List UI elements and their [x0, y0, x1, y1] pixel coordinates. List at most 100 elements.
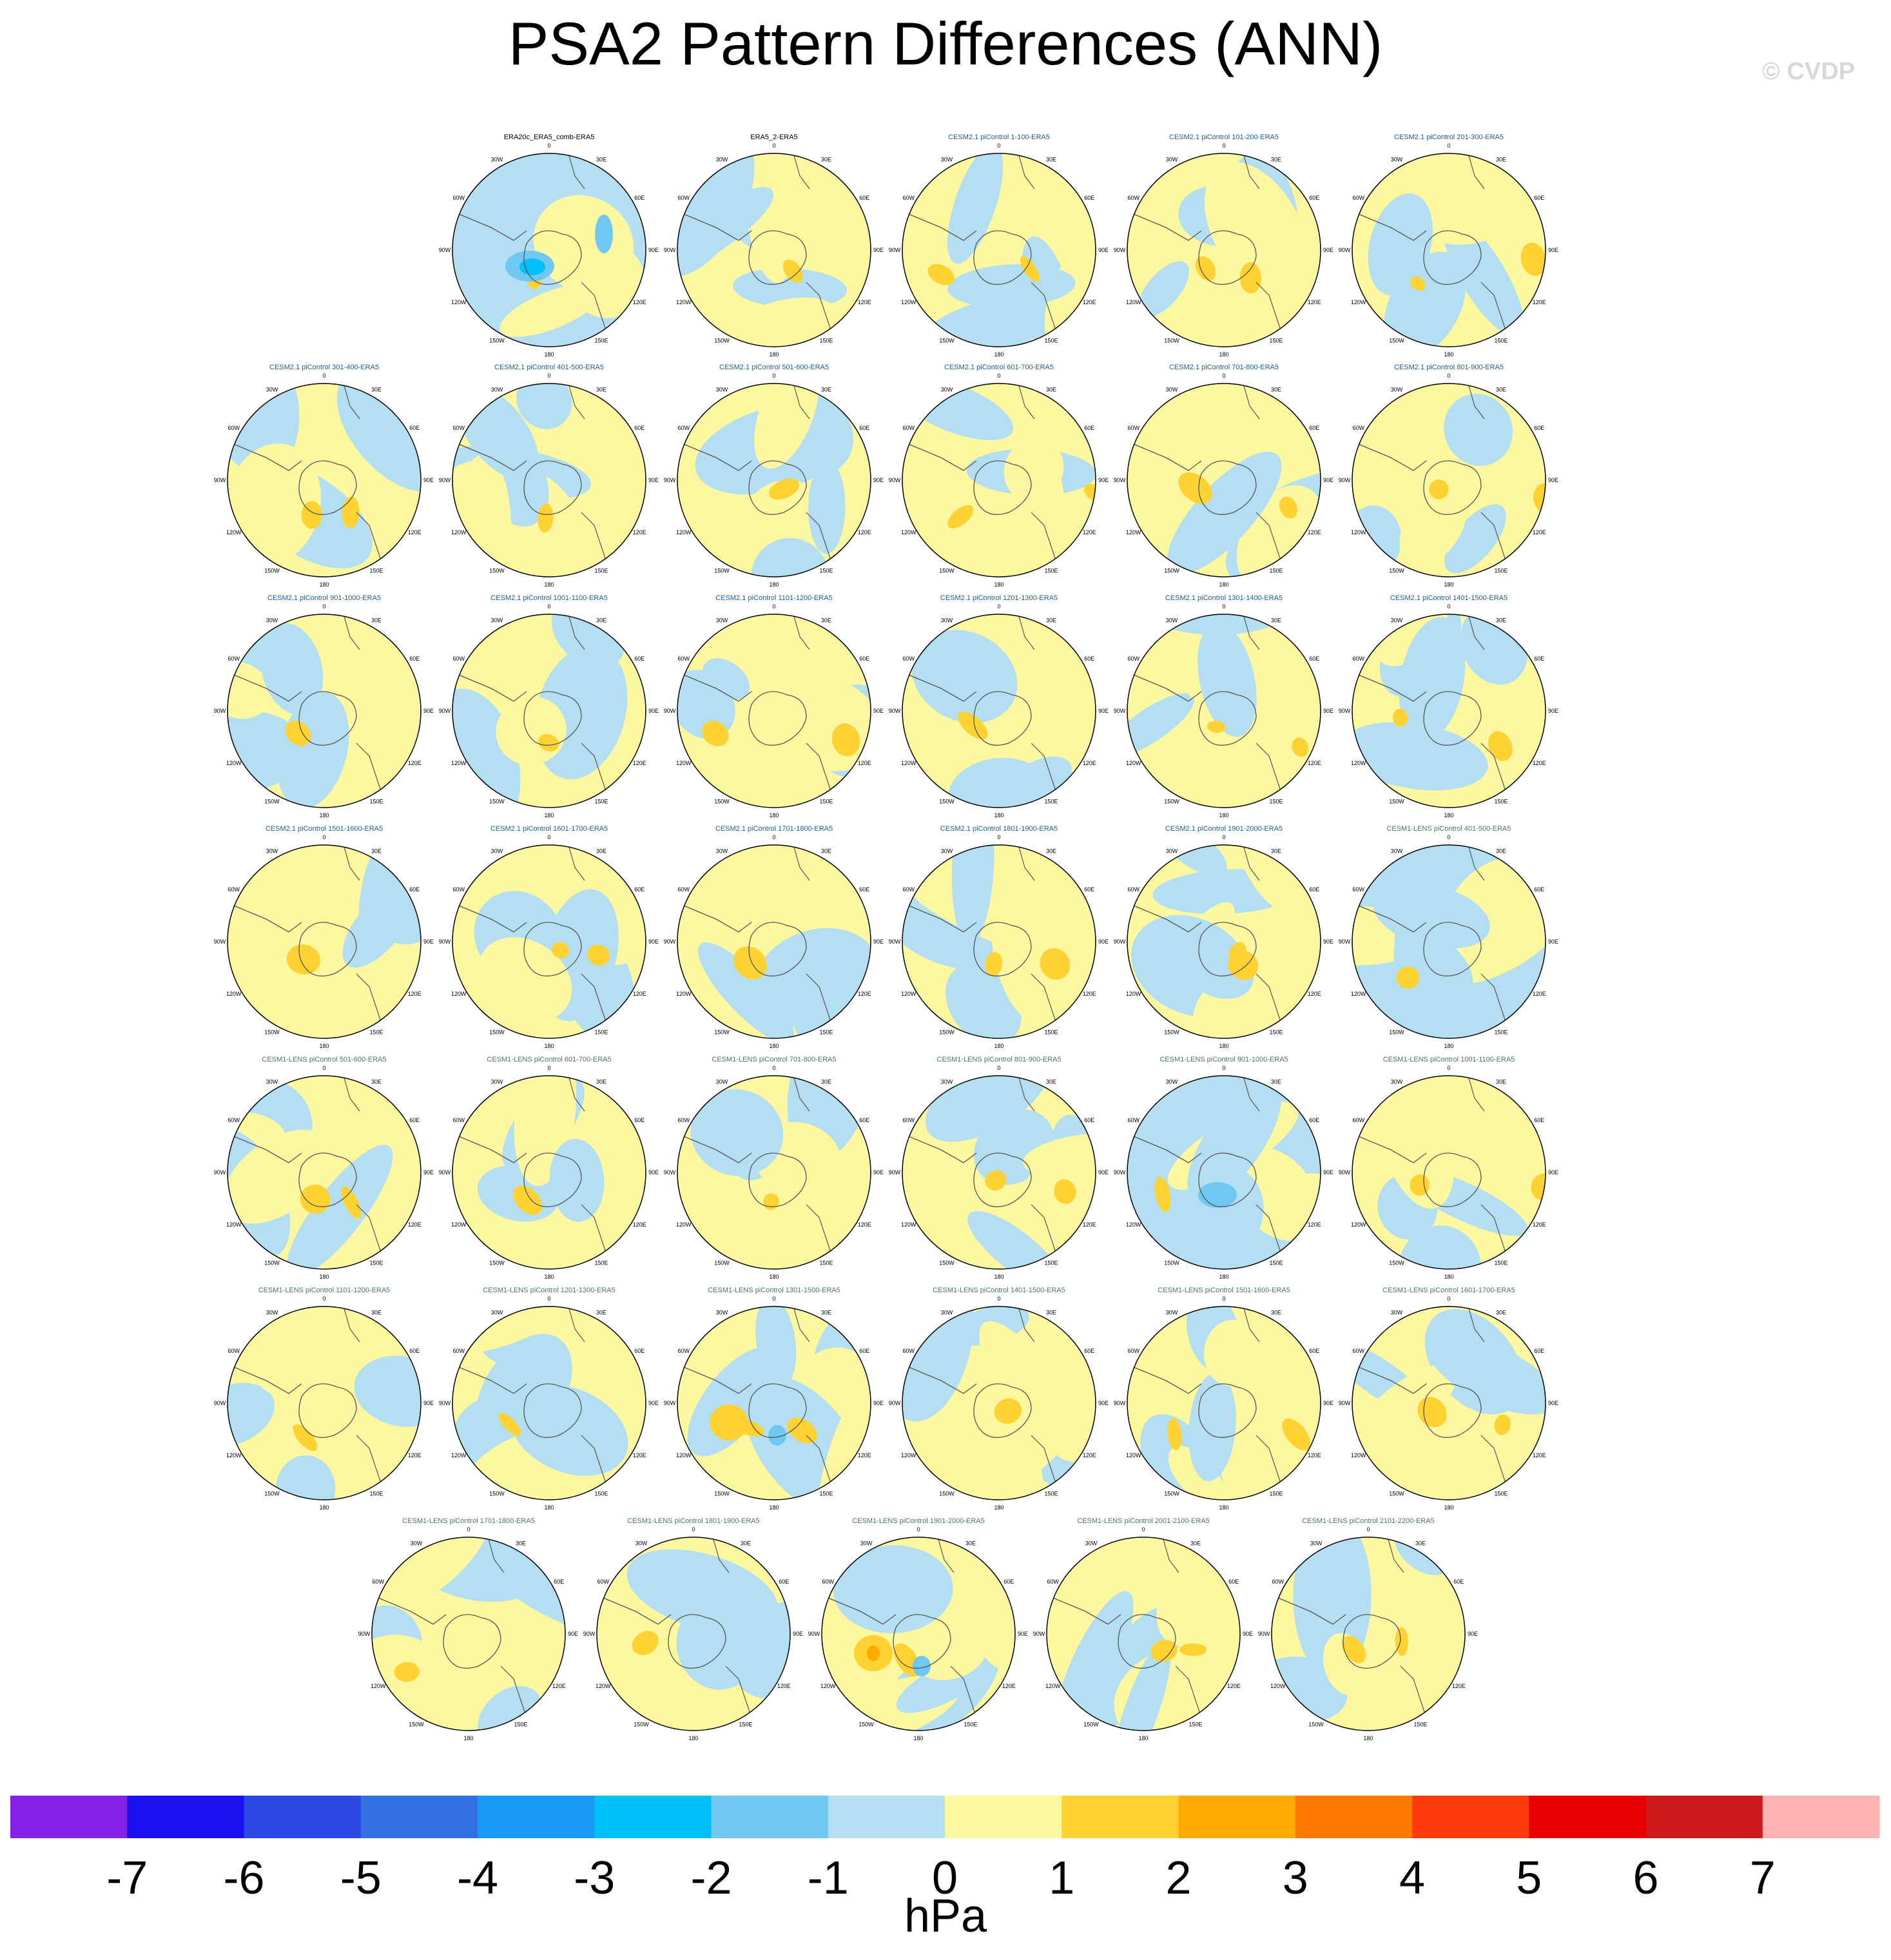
coastline [1018, 153, 1058, 335]
coastline [822, 1595, 897, 1625]
longitude-label: 90W [1114, 1169, 1126, 1176]
longitude-label: 120W [1126, 299, 1141, 306]
map-border [1352, 614, 1546, 808]
positive-anomaly [927, 264, 955, 286]
longitude-label: 90W [1339, 708, 1351, 714]
longitude-label: 150W [1308, 1721, 1324, 1727]
longitude-label: 60E [859, 886, 869, 893]
coastline [1423, 230, 1482, 285]
positive-anomaly [957, 711, 988, 740]
positive-anomaly [1494, 1414, 1511, 1435]
longitude-label: 120W [901, 991, 916, 997]
longitude-label: 120E [1002, 1683, 1016, 1689]
anomaly-region [655, 1706, 717, 1731]
longitude-label: 60E [859, 655, 869, 662]
longitude-label: 90E [873, 1169, 884, 1176]
longitude-label: 60W [1352, 655, 1364, 662]
longitude-label: 150E [1044, 337, 1058, 344]
coastline [1352, 1133, 1427, 1163]
longitude-label: 0 [772, 1295, 775, 1302]
coastline [748, 230, 807, 285]
negative-anomaly [595, 215, 613, 253]
map-border [452, 1075, 646, 1270]
colorbar-swatch [360, 1796, 478, 1838]
coastline [677, 672, 752, 702]
longitude-label: 90E [648, 247, 659, 253]
longitude-label: 60E [859, 195, 869, 201]
map-border [227, 844, 422, 1039]
coastline [973, 230, 1032, 285]
map-border [1352, 153, 1546, 347]
map-panel: CESM2.1 piControl 601-700-ERA5 0 30E 60E 90E… [889, 364, 1109, 588]
anomaly-region [991, 875, 1073, 1027]
longitude-label: 120E [633, 299, 646, 306]
longitude-label: 120E [1083, 299, 1096, 306]
longitude-label: 30E [821, 617, 831, 624]
positive-anomaly [285, 720, 311, 746]
positive-anomaly [985, 952, 1003, 976]
longitude-label: 30W [941, 848, 953, 855]
longitude-label: 90E [1098, 708, 1109, 714]
coastline [1162, 1537, 1202, 1718]
longitude-label: 60E [409, 425, 420, 431]
coastline [1198, 922, 1257, 976]
longitude-label: 60E [1228, 1578, 1239, 1585]
coastline [523, 1383, 582, 1438]
longitude-label: 60W [228, 886, 240, 893]
longitude-label: 90W [214, 1169, 226, 1176]
longitude-label: 120W [451, 1221, 467, 1228]
coastline [1352, 1364, 1427, 1394]
map-border [1046, 1537, 1241, 1731]
longitude-label: 0 [1366, 1526, 1370, 1533]
longitude-label: 120E [1083, 1452, 1096, 1459]
longitude-label: 30W [1391, 387, 1403, 393]
longitude-label: 90W [1339, 477, 1351, 483]
colorbar-swatch [10, 1796, 128, 1838]
longitude-label: 30W [1166, 617, 1178, 624]
coastline [1243, 153, 1283, 335]
longitude-label: 120E [858, 1221, 871, 1228]
longitude-label: 0 [997, 142, 1000, 149]
coastline [668, 1614, 726, 1669]
longitude-label: 120W [451, 760, 467, 766]
longitude-label: 120W [451, 991, 467, 997]
panel-title: CESM2.1 piControl 1701-1800-ERA5 [715, 825, 833, 833]
longitude-label: 30W [1166, 848, 1178, 855]
longitude-label: 0 [772, 834, 775, 840]
negative-anomaly [913, 1656, 931, 1676]
map-border [227, 1306, 422, 1500]
coastline [1018, 1076, 1058, 1257]
longitude-label: 0 [1222, 373, 1225, 379]
longitude-label: 60E [1534, 195, 1544, 201]
longitude-label: 0 [997, 603, 1000, 610]
longitude-label: 0 [772, 142, 775, 149]
longitude-label: 90E [1243, 1631, 1253, 1637]
panel-title: CESM2.1 piControl 101-200-ERA5 [1169, 133, 1279, 141]
longitude-label: 180 [1444, 1043, 1453, 1049]
panel-title: CESM2.1 piControl 1401-1500-ERA5 [1390, 594, 1508, 602]
coastline [748, 1152, 807, 1207]
longitude-label: 60E [859, 1117, 869, 1123]
longitude-label: 60W [452, 195, 465, 201]
longitude-label: 90W [889, 247, 901, 253]
coastline [523, 230, 582, 285]
coastline [1047, 1595, 1121, 1625]
longitude-label: 180 [769, 812, 779, 819]
map-border [677, 844, 871, 1039]
anomaly-region [1421, 940, 1473, 997]
positive-anomaly [710, 1404, 748, 1441]
longitude-label: 90W [439, 477, 451, 483]
longitude-label: 60W [902, 425, 915, 431]
anomaly-region [690, 1089, 784, 1176]
anomaly-region [912, 1627, 987, 1680]
anomaly-region [1111, 1638, 1172, 1731]
anomaly-region [746, 155, 796, 283]
coastline [343, 845, 383, 1026]
longitude-label: 30W [491, 1310, 503, 1316]
longitude-label: 120W [1351, 1221, 1366, 1228]
longitude-label: 0 [547, 1065, 550, 1071]
